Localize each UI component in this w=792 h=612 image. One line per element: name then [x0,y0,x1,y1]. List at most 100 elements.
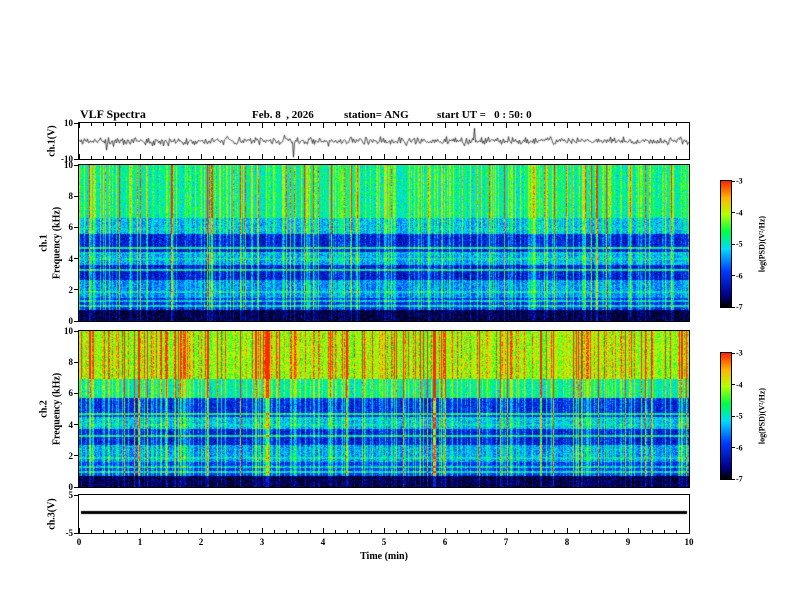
x-tick [420,530,422,533]
x-tick-label: 10 [684,537,694,547]
x-tick [542,156,544,159]
x-tick [505,154,507,159]
colorbar-tick [732,306,735,308]
x-tick [688,528,690,533]
x-tick [456,156,458,159]
start-ut-label: start UT = 0 : 50: 0 [437,109,532,121]
y-tick [74,494,78,496]
x-tick [664,123,666,126]
x-tick [481,530,483,533]
x-tick [298,530,300,533]
colorbar-tick [732,180,735,182]
y-tick [74,258,78,260]
ch2-frequency-axis-label: Frequency (kHz) [51,372,63,446]
x-tick [212,156,214,159]
x-tick [78,123,80,128]
ch2-channel-axis-label: ch.2 [38,400,50,418]
colorbar-tick-label: -3 [736,348,743,358]
x-tick [163,123,165,126]
colorbar-tick [732,384,735,385]
y-tick-label: 10 [64,160,73,170]
ch2-colorbar-label: log(PSD)(V²/Hz) [757,387,767,445]
x-tick [273,156,275,159]
ch2-spectrogram-panel [78,330,690,488]
colorbar-tick [732,478,735,480]
y-tick-label: 0 [68,316,74,326]
x-tick [432,530,434,533]
x-tick [212,530,214,533]
x-tick [200,154,202,159]
x-tick [481,156,483,159]
y-tick-label: 2 [68,284,74,295]
x-tick [273,530,275,533]
x-tick [383,154,385,159]
x-tick [529,530,531,533]
x-tick [493,156,495,159]
ch2-colorbar [720,352,732,480]
x-tick-label: 7 [503,537,509,547]
x-tick [615,156,617,159]
x-tick-label: 4 [320,537,326,547]
x-tick [371,123,373,126]
x-tick [151,530,153,533]
x-tick [237,530,239,533]
x-tick [334,156,336,159]
x-tick [603,156,605,159]
x-tick [224,156,226,159]
ch3-voltage-axis-label: ch.3(V) [46,498,58,530]
x-tick [407,530,409,533]
x-tick [346,123,348,126]
x-tick [237,123,239,126]
x-tick [115,156,117,159]
y-tick-label: 8 [68,191,74,202]
y-tick-label: 8 [68,357,74,368]
x-tick [102,530,104,533]
x-tick [664,156,666,159]
x-tick-label: 5 [381,537,387,547]
colorbar-tick [732,447,735,448]
x-tick [444,154,446,159]
colorbar-tick-label: -7 [736,302,743,312]
x-tick [542,123,544,126]
ch1-frequency-axis-label: Frequency (kHz) [51,206,63,280]
x-tick [395,123,397,126]
x-tick [249,530,251,533]
x-tick [310,123,312,126]
colorbar-tick-label: -6 [736,443,743,452]
y-tick-label: 4 [68,419,74,430]
figure-title: VLF Spectra [80,107,146,121]
y-tick-label: 2 [68,450,74,461]
y-tick [74,226,78,228]
x-tick [676,123,678,126]
x-tick [517,530,519,533]
x-tick [566,123,568,128]
x-tick-label: 1 [137,537,143,547]
x-tick [395,530,397,533]
x-tick [334,530,336,533]
x-tick [639,156,641,159]
x-tick [517,123,519,126]
x-tick-label: 2 [198,537,204,547]
x-tick-label: 0 [76,537,82,547]
x-tick [578,156,580,159]
x-tick [566,154,568,159]
x-tick [590,530,592,533]
x-tick [566,528,568,533]
x-tick [200,123,202,128]
y-tick [74,424,78,426]
x-tick [127,123,129,126]
x-tick [371,530,373,533]
x-tick [90,123,92,126]
x-tick [163,530,165,533]
x-tick [676,156,678,159]
x-tick [578,530,580,533]
y-tick [74,455,78,457]
x-tick [163,156,165,159]
colorbar-tick [732,352,735,354]
x-tick [639,123,641,126]
x-tick [407,156,409,159]
x-tick [505,123,507,128]
colorbar-tick [732,275,735,276]
x-tick [200,528,202,533]
x-tick [468,156,470,159]
